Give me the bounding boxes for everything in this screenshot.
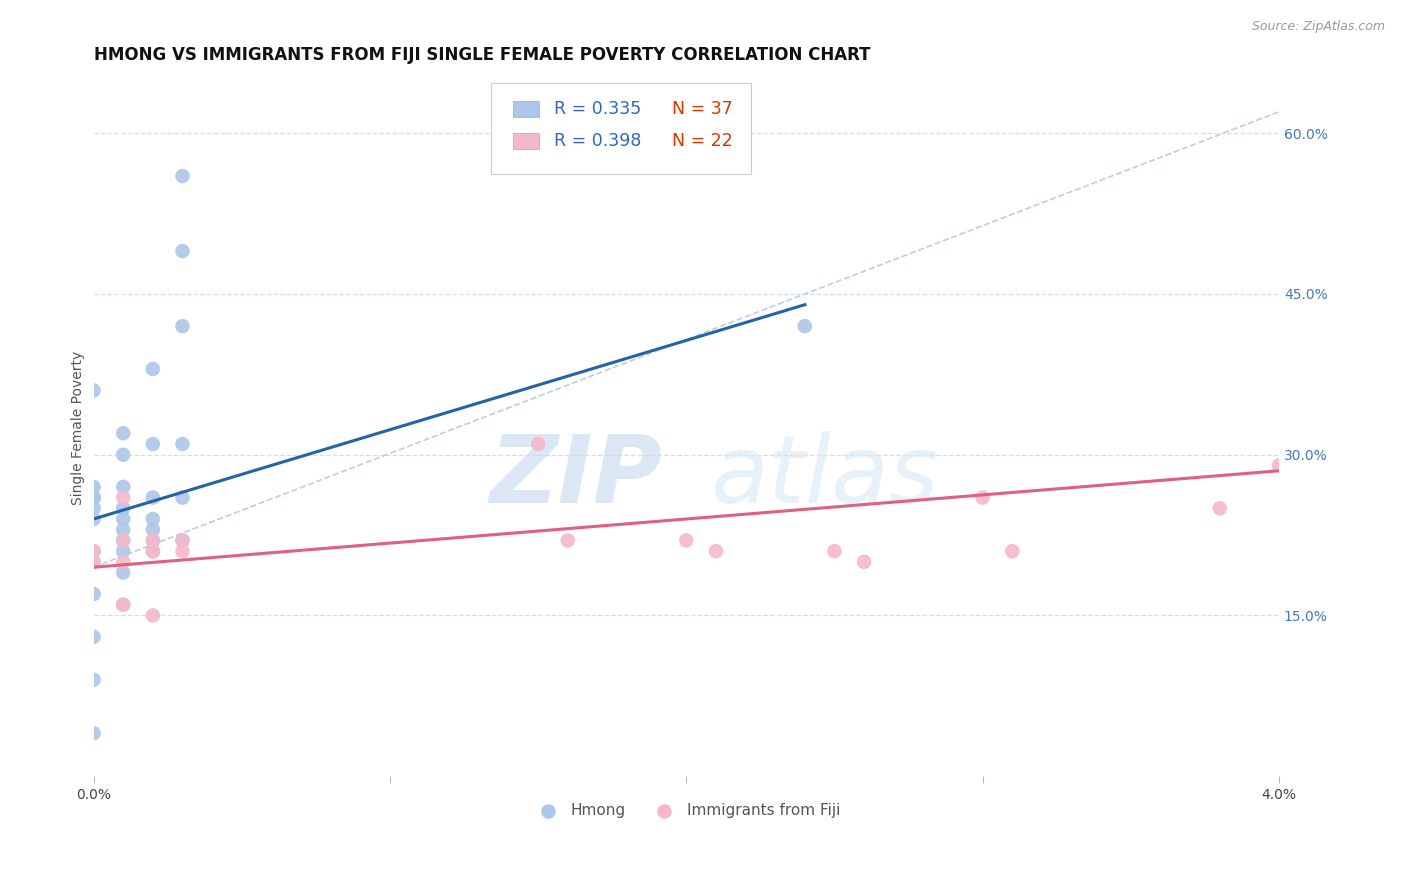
Point bbox=[83, 512, 105, 526]
Text: N = 37: N = 37 bbox=[672, 100, 733, 118]
Point bbox=[83, 544, 105, 558]
Text: R = 0.398: R = 0.398 bbox=[554, 132, 641, 150]
Point bbox=[83, 491, 105, 505]
Point bbox=[172, 437, 194, 451]
Point bbox=[142, 512, 165, 526]
Point bbox=[112, 598, 135, 612]
Point bbox=[142, 608, 165, 623]
Point bbox=[83, 384, 105, 398]
Point bbox=[142, 362, 165, 376]
Point bbox=[112, 501, 135, 516]
Point bbox=[172, 491, 194, 505]
Text: Source: ZipAtlas.com: Source: ZipAtlas.com bbox=[1251, 20, 1385, 33]
Text: N = 22: N = 22 bbox=[672, 132, 733, 150]
Point bbox=[793, 319, 815, 334]
Point bbox=[142, 533, 165, 548]
Point bbox=[142, 491, 165, 505]
Point bbox=[112, 555, 135, 569]
Point bbox=[172, 533, 194, 548]
Point bbox=[83, 555, 105, 569]
Point bbox=[112, 544, 135, 558]
Point bbox=[83, 480, 105, 494]
Text: HMONG VS IMMIGRANTS FROM FIJI SINGLE FEMALE POVERTY CORRELATION CHART: HMONG VS IMMIGRANTS FROM FIJI SINGLE FEM… bbox=[94, 46, 870, 64]
Point bbox=[704, 544, 727, 558]
Point bbox=[83, 587, 105, 601]
Point bbox=[142, 544, 165, 558]
FancyBboxPatch shape bbox=[513, 102, 540, 117]
FancyBboxPatch shape bbox=[491, 83, 751, 174]
Point bbox=[142, 544, 165, 558]
Point bbox=[112, 480, 135, 494]
Text: ZIP: ZIP bbox=[489, 431, 662, 523]
Point bbox=[83, 501, 105, 516]
Point bbox=[1001, 544, 1024, 558]
Point bbox=[83, 555, 105, 569]
Point bbox=[824, 544, 846, 558]
Point bbox=[112, 566, 135, 580]
Point bbox=[527, 437, 550, 451]
FancyBboxPatch shape bbox=[513, 133, 540, 149]
Point bbox=[1268, 458, 1291, 473]
Point bbox=[112, 512, 135, 526]
Point bbox=[172, 544, 194, 558]
Legend: Hmong, Immigrants from Fiji: Hmong, Immigrants from Fiji bbox=[526, 797, 846, 824]
Point bbox=[172, 244, 194, 259]
Point bbox=[142, 523, 165, 537]
Point bbox=[112, 533, 135, 548]
Point bbox=[83, 673, 105, 687]
Point bbox=[142, 544, 165, 558]
Text: R = 0.335: R = 0.335 bbox=[554, 100, 641, 118]
Point bbox=[112, 426, 135, 441]
Point bbox=[83, 491, 105, 505]
Point bbox=[1209, 501, 1232, 516]
Point bbox=[112, 598, 135, 612]
Point bbox=[112, 533, 135, 548]
Point bbox=[675, 533, 697, 548]
Point bbox=[112, 491, 135, 505]
Text: atlas: atlas bbox=[710, 431, 938, 522]
Point bbox=[172, 169, 194, 183]
Point bbox=[853, 555, 876, 569]
Point bbox=[83, 491, 105, 505]
Point bbox=[83, 726, 105, 740]
Point bbox=[112, 523, 135, 537]
Y-axis label: Single Female Poverty: Single Female Poverty bbox=[72, 351, 86, 505]
Point bbox=[557, 533, 579, 548]
Point bbox=[142, 533, 165, 548]
Point bbox=[112, 448, 135, 462]
Point bbox=[83, 544, 105, 558]
Point bbox=[172, 319, 194, 334]
Point bbox=[172, 533, 194, 548]
Point bbox=[83, 630, 105, 644]
Point bbox=[142, 437, 165, 451]
Point bbox=[972, 491, 994, 505]
